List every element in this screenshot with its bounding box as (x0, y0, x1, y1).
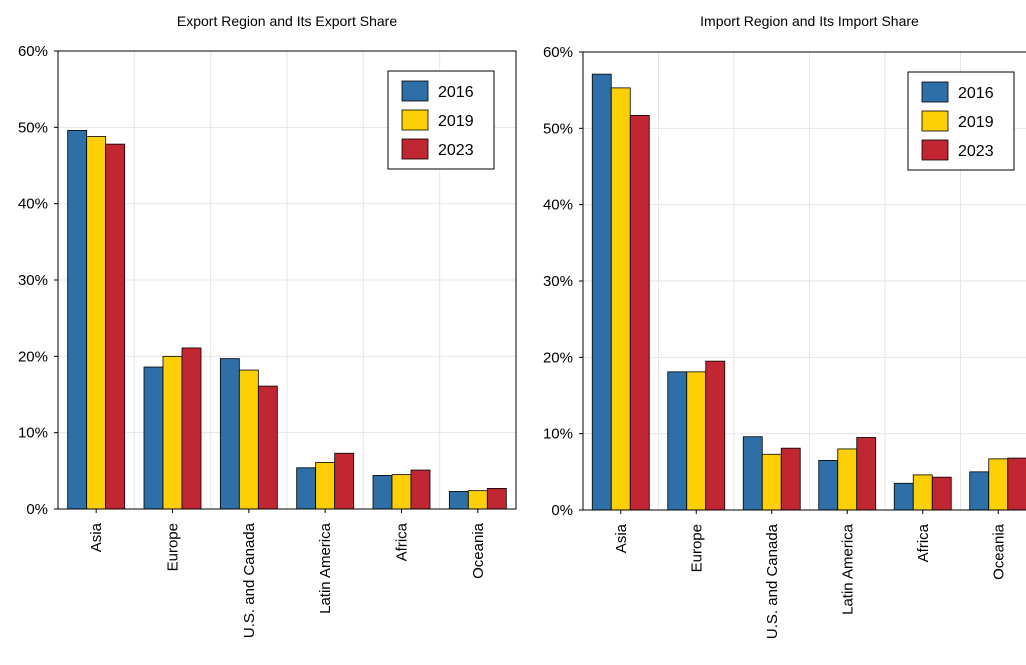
y-tick-label: 40% (18, 196, 48, 213)
bar-africa-2019 (912, 474, 933, 511)
legend-swatch-2016 (401, 80, 429, 102)
bar-latin-america-2019 (837, 448, 858, 511)
bar-u-s-and-canada-2016 (742, 436, 763, 511)
legend-swatch-2019 (921, 110, 949, 132)
x-axis: Asia Europe U.S. and Canada Latin America Af… (613, 510, 1007, 639)
legend-label-2023: 2023 (958, 143, 994, 160)
y-tick-label: 30% (543, 273, 573, 290)
x-tick-label-u-s-and-canada: U.S. and Canada (241, 522, 258, 638)
y-tick-label: 60% (543, 44, 573, 61)
bar-latin-america-2016 (818, 459, 839, 511)
y-tick-label: 40% (543, 197, 573, 214)
legend-label-2016: 2016 (958, 85, 994, 102)
bar-europe-2019 (162, 355, 183, 510)
legend-label-2016: 2016 (438, 84, 474, 101)
y-tick-label: 30% (18, 272, 48, 289)
bar-europe-2023 (705, 360, 726, 511)
legend-swatch-2023 (921, 139, 949, 161)
grid (583, 51, 1026, 511)
y-tick-label: 10% (543, 426, 573, 443)
bar-africa-2019 (391, 474, 412, 510)
legend-swatch-2016 (921, 81, 949, 103)
bars (591, 73, 1026, 511)
y-tick-label: 10% (18, 425, 48, 442)
y-tick-label: 0% (26, 501, 48, 518)
bar-latin-america-2019 (315, 462, 336, 510)
bar-oceania-2016 (448, 491, 469, 510)
bar-europe-2016 (667, 371, 688, 511)
bar-africa-2023 (931, 476, 952, 511)
bar-asia-2019 (86, 136, 107, 510)
legend: 2016 2019 2023 (387, 70, 495, 170)
y-tick-label: 50% (18, 119, 48, 136)
chart-panel-2: Import Region and Its Import Share 0% 10% 2… (543, 13, 1026, 639)
x-tick-label-asia: Asia (613, 523, 630, 553)
legend-swatch-2023 (401, 138, 429, 160)
x-tick-label-europe: Europe (688, 524, 705, 572)
chart-title: Export Region and Its Export Share (177, 13, 397, 29)
y-axis: 0% 10% 20% 30% 40% 50% 60% (18, 43, 58, 518)
bar-asia-2019 (610, 87, 631, 511)
legend: 2016 2019 2023 (907, 71, 1015, 171)
bar-oceania-2016 (969, 471, 990, 511)
bar-oceania-2019 (988, 458, 1009, 511)
x-tick-label-oceania: Oceania (470, 522, 487, 579)
bar-u-s-and-canada-2023 (257, 385, 278, 510)
x-tick-label-europe: Europe (165, 523, 182, 571)
x-tick-label-u-s-and-canada: U.S. and Canada (764, 523, 781, 639)
bar-asia-2023 (629, 114, 650, 511)
bar-latin-america-2023 (334, 452, 355, 510)
bar-u-s-and-canada-2019 (238, 369, 259, 510)
y-tick-label: 20% (543, 349, 573, 366)
bar-oceania-2023 (1007, 457, 1026, 511)
y-tick-label: 0% (551, 502, 573, 519)
bar-oceania-2023 (486, 487, 507, 510)
bar-europe-2023 (181, 347, 202, 510)
bar-africa-2016 (893, 482, 914, 511)
y-tick-label: 60% (18, 43, 48, 60)
y-tick-label: 20% (18, 348, 48, 365)
grid (58, 50, 516, 510)
bar-asia-2016 (67, 129, 88, 510)
bar-u-s-and-canada-2019 (761, 453, 782, 511)
x-tick-label-latin-america: Latin America (317, 522, 334, 614)
legend-label-2023: 2023 (438, 142, 474, 159)
bar-u-s-and-canada-2016 (219, 358, 240, 510)
x-tick-label-africa: Africa (915, 523, 932, 562)
bar-africa-2016 (372, 475, 393, 510)
legend-label-2019: 2019 (958, 114, 994, 131)
x-tick-label-asia: Asia (88, 522, 105, 552)
bars (67, 129, 507, 510)
chart-panel-1: Export Region and Its Export Share 0% 10% 2… (18, 13, 517, 638)
bar-europe-2019 (686, 371, 707, 511)
bar-latin-america-2023 (856, 437, 877, 511)
chart-title: Import Region and Its Import Share (700, 13, 919, 29)
x-tick-label-africa: Africa (394, 522, 411, 561)
x-tick-label-oceania: Oceania (990, 523, 1007, 580)
bar-africa-2023 (410, 469, 431, 510)
legend-swatch-2019 (401, 109, 429, 131)
bar-asia-2023 (105, 143, 126, 510)
x-tick-label-latin-america: Latin America (839, 523, 856, 615)
bar-oceania-2019 (467, 490, 488, 510)
bar-latin-america-2016 (296, 467, 317, 510)
x-axis: Asia Europe U.S. and Canada Latin America Af… (88, 509, 487, 638)
y-tick-label: 50% (543, 120, 573, 137)
bar-asia-2016 (591, 73, 612, 511)
y-axis: 0% 10% 20% 30% 40% 50% 60% (543, 44, 583, 519)
legend-label-2019: 2019 (438, 113, 474, 130)
bar-europe-2016 (143, 366, 164, 510)
bar-u-s-and-canada-2023 (780, 447, 801, 511)
